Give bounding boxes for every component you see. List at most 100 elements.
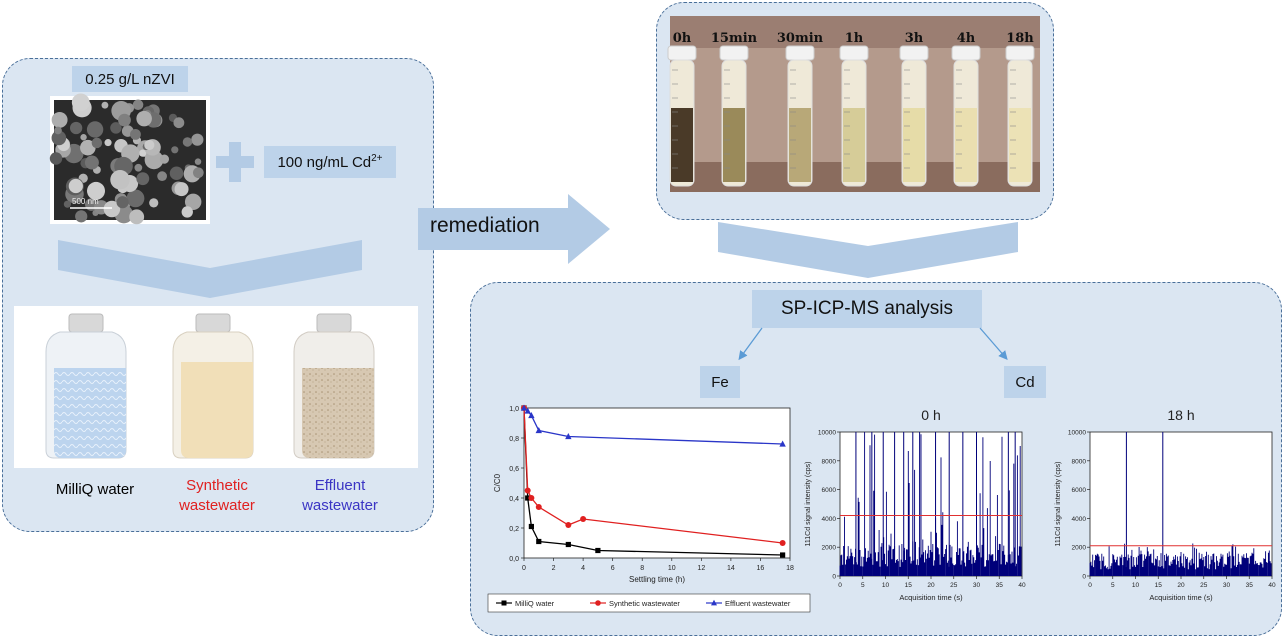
cd-y-tick-label: 6000 [1072, 487, 1087, 494]
sem-particle [144, 150, 164, 170]
bottles-illustration [45, 313, 375, 459]
effluent-label: Effluent wastewater [302, 477, 378, 514]
cd-y-tick-label: 8000 [822, 458, 837, 465]
cd-y-axis-label: 111Cd signal intensity (cps) [1055, 462, 1062, 547]
analysis-branch-arrows [738, 327, 1008, 361]
cd-y-tick-label: 4000 [822, 516, 837, 523]
fe-point [525, 495, 531, 501]
cd-x-tick-label: 30 [973, 582, 981, 589]
cd-x-tick-label: 0 [1088, 582, 1092, 589]
cd-chart-title: 18 h [1167, 407, 1194, 423]
fe-point [535, 427, 542, 434]
sem-particle [157, 171, 167, 182]
fe-x-tick-label: 16 [757, 565, 765, 572]
sem-particle [63, 200, 71, 208]
tube-liquid [723, 108, 745, 182]
sem-particle [191, 133, 204, 146]
test-tube: 18h [1005, 31, 1035, 187]
sem-image: 500 nm [49, 93, 210, 225]
effluent-bottle [293, 313, 375, 459]
test-tube: 1h [839, 31, 869, 187]
cd-y-tick-label: 0 [1082, 574, 1086, 581]
sem-particle [139, 149, 147, 157]
sem-particle [149, 198, 159, 208]
fe-y-tick-label: 0,2 [509, 526, 519, 533]
sem-particle [134, 163, 143, 172]
tube-cap [1005, 45, 1035, 61]
cd-y-tick-label: 8000 [1072, 458, 1087, 465]
cd-x-tick-label: 15 [905, 582, 913, 589]
cd-y-tick-label: 10000 [1068, 430, 1086, 437]
sem-particle [84, 155, 99, 170]
fe-point [780, 552, 786, 558]
test-tube: 30min [777, 31, 824, 187]
cd-y-tick-label: 6000 [822, 487, 837, 494]
fe-point [528, 523, 534, 530]
fe-point [528, 495, 535, 501]
cadmium-concentration-label: 100 ng/mL Cd2+ [264, 146, 396, 178]
cadmium-text: 100 ng/mL Cd2+ [277, 153, 383, 171]
fe-text: Fe [711, 373, 729, 391]
cd-signal-bars [1089, 543, 1272, 576]
sem-particle [184, 193, 202, 211]
sem-particle [51, 130, 67, 146]
sem-particle [174, 182, 189, 197]
fe-point [565, 522, 572, 528]
fe-y-tick-label: 0,4 [509, 496, 519, 503]
sem-particle [75, 210, 88, 223]
chevron-down-arrow-2 [718, 222, 1018, 278]
tube-time-label: 3h [905, 31, 924, 46]
sem-particle [86, 121, 104, 138]
tube-liquid [903, 108, 925, 182]
tube-time-label: 1h [845, 31, 864, 46]
fe-y-tick-label: 0,0 [509, 556, 519, 563]
fe-point [595, 547, 601, 554]
fe-x-tick-label: 0 [522, 565, 526, 572]
tube-liquid [955, 108, 977, 182]
sem-particle [68, 178, 83, 194]
cd-x-tick-label: 30 [1223, 582, 1231, 589]
fe-point [520, 404, 528, 411]
sem-particle [110, 170, 130, 190]
tube-cap [899, 45, 929, 61]
fe-point [524, 407, 531, 414]
tube-photo: 0h 15min 30min 1h 3h 4h 18h [667, 16, 1040, 192]
cd-y-tick-label: 0 [832, 574, 836, 581]
test-tube: 3h [899, 31, 929, 187]
cd-x-tick-label: 40 [1018, 582, 1026, 589]
cd-x-tick-label: 40 [1268, 582, 1276, 589]
tube-cap [667, 45, 697, 61]
fe-point [779, 440, 786, 447]
sem-particle [136, 172, 150, 186]
tube-time-label: 4h [957, 31, 976, 46]
fe-point [565, 541, 571, 548]
fe-point [524, 487, 531, 494]
cd-x-tick-label: 35 [1246, 582, 1254, 589]
cd-y-tick-label: 2000 [1072, 545, 1087, 552]
fe-point [779, 540, 786, 546]
sem-particle [194, 158, 202, 165]
tube-liquid [1009, 108, 1031, 182]
fe-x-tick-label: 14 [727, 565, 735, 572]
tube-time-label: 18h [1006, 31, 1034, 46]
fe-y-tick-label: 0,8 [509, 436, 519, 443]
chevron-down-arrow [58, 240, 362, 298]
sem-particle [101, 101, 109, 109]
cd-x-tick-label: 20 [927, 582, 935, 589]
fe-x-tick-label: 4 [581, 565, 585, 572]
synthetic-bottle [172, 313, 254, 459]
tube-liquid [843, 108, 865, 182]
sem-particle [69, 121, 83, 135]
test-tube: 15min [711, 31, 758, 187]
sem-particle [91, 137, 103, 149]
cd-x-tick-label: 5 [861, 582, 865, 589]
tube-time-label: 15min [711, 31, 758, 46]
cd-x-tick-label: 10 [1132, 582, 1140, 589]
sem-particle [182, 137, 193, 147]
sem-particle [173, 117, 185, 129]
fe-legend-label: Effluent wastewater [725, 599, 791, 608]
fe-point [580, 516, 587, 522]
cd-y-tick-label: 4000 [1072, 516, 1087, 523]
fe-x-tick-label: 18 [786, 565, 794, 572]
sem-particle [169, 166, 184, 181]
